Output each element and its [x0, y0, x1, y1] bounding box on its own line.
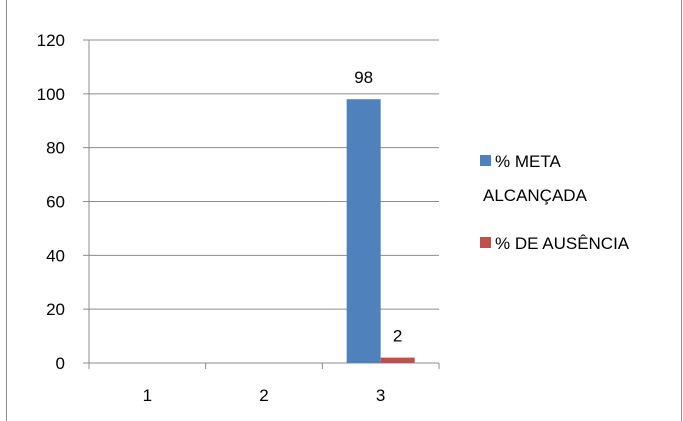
data-labels: 98 2	[354, 68, 402, 345]
y-tick-label: 0	[56, 354, 65, 373]
x-tick-label: 2	[259, 386, 268, 405]
bar	[380, 357, 415, 363]
y-tick-label: 80	[46, 139, 65, 158]
x-tick-label: 1	[143, 386, 152, 405]
legend-label: % META ALCANÇADA	[483, 152, 588, 205]
bar	[346, 99, 381, 363]
data-label: 98	[354, 68, 373, 87]
legend: % META ALCANÇADA % DE AUSÊNCIA	[480, 152, 630, 253]
x-axis-ticks: 1 2 3	[88, 362, 440, 405]
gridlines	[89, 39, 439, 310]
x-tick-label: 3	[376, 386, 385, 405]
bars	[346, 99, 415, 363]
y-tick-label: 20	[46, 300, 65, 319]
y-tick-label: 100	[37, 85, 65, 104]
y-tick-label: 120	[37, 31, 65, 50]
y-tick-label: 40	[46, 246, 65, 265]
data-label: 2	[393, 327, 402, 346]
chart-frame	[6, 0, 682, 421]
legend-swatch	[480, 237, 491, 248]
y-axis-ticks: 0 20 40 60 80 100 120	[37, 31, 90, 373]
legend-swatch	[480, 155, 491, 166]
y-tick-label: 60	[46, 193, 65, 212]
legend-label: % DE AUSÊNCIA	[495, 234, 630, 253]
